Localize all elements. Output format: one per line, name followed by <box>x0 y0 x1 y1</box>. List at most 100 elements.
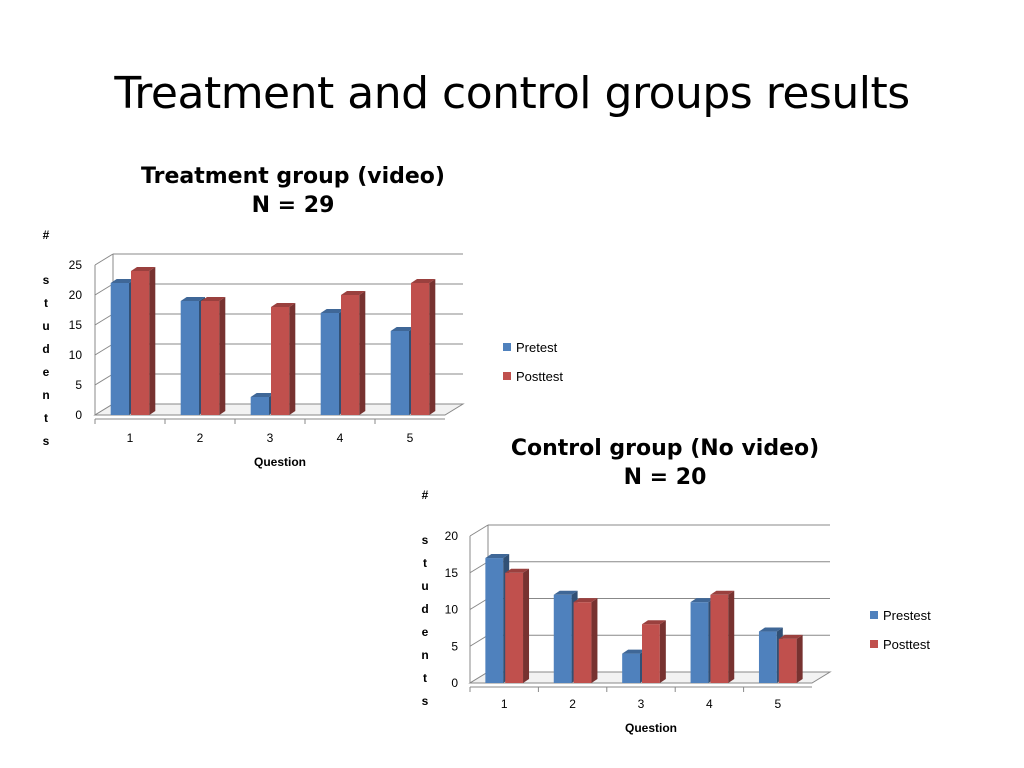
bar-front <box>573 602 592 683</box>
treatment-chart-title-block: Treatment group (video) N = 29 <box>140 162 446 220</box>
bar-top <box>320 309 345 313</box>
bar-top <box>131 267 156 271</box>
bar-top <box>642 620 666 625</box>
bar-top <box>573 598 598 603</box>
bar-front <box>690 602 709 683</box>
bar-front <box>622 653 640 683</box>
bar-top <box>778 634 803 639</box>
y-tick-label: 15 <box>445 566 459 580</box>
bar-side <box>219 297 226 415</box>
bar-side <box>591 598 598 683</box>
bar-front <box>341 295 360 415</box>
bar-side <box>796 634 803 683</box>
bar-front <box>110 283 129 415</box>
bar-top <box>690 598 715 603</box>
side-wall-gridline <box>94 343 114 356</box>
y-tick-label: 20 <box>445 529 459 543</box>
bar-posttest-q4 <box>341 291 366 415</box>
bar-top <box>505 568 530 573</box>
y-tick-label: 20 <box>69 288 83 302</box>
x-tick-label: 4 <box>337 431 344 445</box>
bar-front <box>320 313 339 415</box>
legend-label-posttest: Posttest <box>883 637 930 652</box>
bar-posttest-q2 <box>573 598 598 683</box>
bar-top <box>758 627 783 632</box>
side-wall-gridline <box>94 283 114 296</box>
bar-front <box>250 397 269 415</box>
bar-front <box>758 631 777 683</box>
control-chart-title-block: Control group (No video) N = 20 <box>500 434 830 492</box>
bar-side <box>359 291 366 415</box>
x-tick-label: 1 <box>127 431 134 445</box>
bar-side <box>289 303 296 415</box>
bar-front <box>131 271 150 415</box>
bar-front <box>271 307 290 415</box>
y-axis-label: # s t u d e n t s <box>421 488 428 708</box>
treatment-chart-subtitle: N = 29 <box>251 193 335 218</box>
bar-top <box>485 554 510 559</box>
x-axis-label: Question <box>625 721 677 735</box>
y-tick-label: 15 <box>69 318 83 332</box>
legend-swatch-posttest <box>503 372 511 380</box>
bar-top <box>271 303 296 307</box>
y-tick-label: 25 <box>69 258 83 272</box>
x-tick-label: 2 <box>197 431 204 445</box>
bar-top <box>250 393 275 397</box>
y-tick-label: 10 <box>69 348 83 362</box>
x-tick-label: 4 <box>706 697 713 711</box>
bar-top <box>622 649 646 654</box>
bar-posttest-q5 <box>411 279 436 415</box>
bar-front <box>553 594 572 683</box>
side-wall-gridline <box>469 524 489 537</box>
bar-top <box>390 327 415 331</box>
control-chart-subtitle: N = 20 <box>623 465 707 490</box>
bar-side <box>728 590 735 683</box>
x-tick-label: 1 <box>501 697 508 711</box>
slide-title: Treatment and control groups results <box>114 68 910 119</box>
x-tick-label: 3 <box>267 431 274 445</box>
side-wall-gridline <box>94 373 114 386</box>
side-wall-gridline <box>469 561 489 574</box>
bar-front <box>411 283 430 415</box>
bar-posttest-q4 <box>710 590 735 683</box>
y-tick-label: 5 <box>451 639 458 653</box>
bar-top <box>553 590 578 595</box>
bar-top <box>710 590 735 595</box>
bar-top <box>180 297 205 301</box>
bar-side <box>659 620 666 683</box>
y-tick-label: 10 <box>445 603 459 617</box>
legend-swatch-pretest <box>503 343 511 351</box>
legend-label-pretest: Pretest <box>516 340 558 355</box>
bar-front <box>710 594 729 683</box>
legend-label-posttest: Posttest <box>516 369 563 384</box>
bar-posttest-q1 <box>131 267 156 415</box>
x-tick-label: 5 <box>407 431 414 445</box>
bar-top <box>411 279 436 283</box>
side-wall-gridline <box>469 598 489 610</box>
bar-front <box>505 572 524 683</box>
y-tick-label: 0 <box>451 676 458 690</box>
bar-posttest-q1 <box>505 568 530 683</box>
side-wall-gridline <box>94 313 114 326</box>
bar-front <box>642 624 660 683</box>
bar-front <box>201 301 220 415</box>
bar-front <box>180 301 199 415</box>
bar-top <box>110 279 135 283</box>
legend-swatch-posttest <box>870 640 878 648</box>
treatment-chart-title: Treatment group (video) <box>141 164 445 189</box>
x-tick-label: 5 <box>774 697 781 711</box>
side-wall-gridline <box>469 634 489 647</box>
x-axis-label: Question <box>254 455 306 469</box>
bar-side <box>429 279 436 415</box>
control-chart-title: Control group (No video) <box>510 436 820 461</box>
bar-front <box>778 638 797 683</box>
bar-side <box>523 568 530 683</box>
y-axis-label: # s t u d e n t s <box>42 228 49 448</box>
legend-label-prestest: Prestest <box>883 608 931 623</box>
legend-swatch-prestest <box>870 611 878 619</box>
bar-posttest-q2 <box>201 297 226 415</box>
